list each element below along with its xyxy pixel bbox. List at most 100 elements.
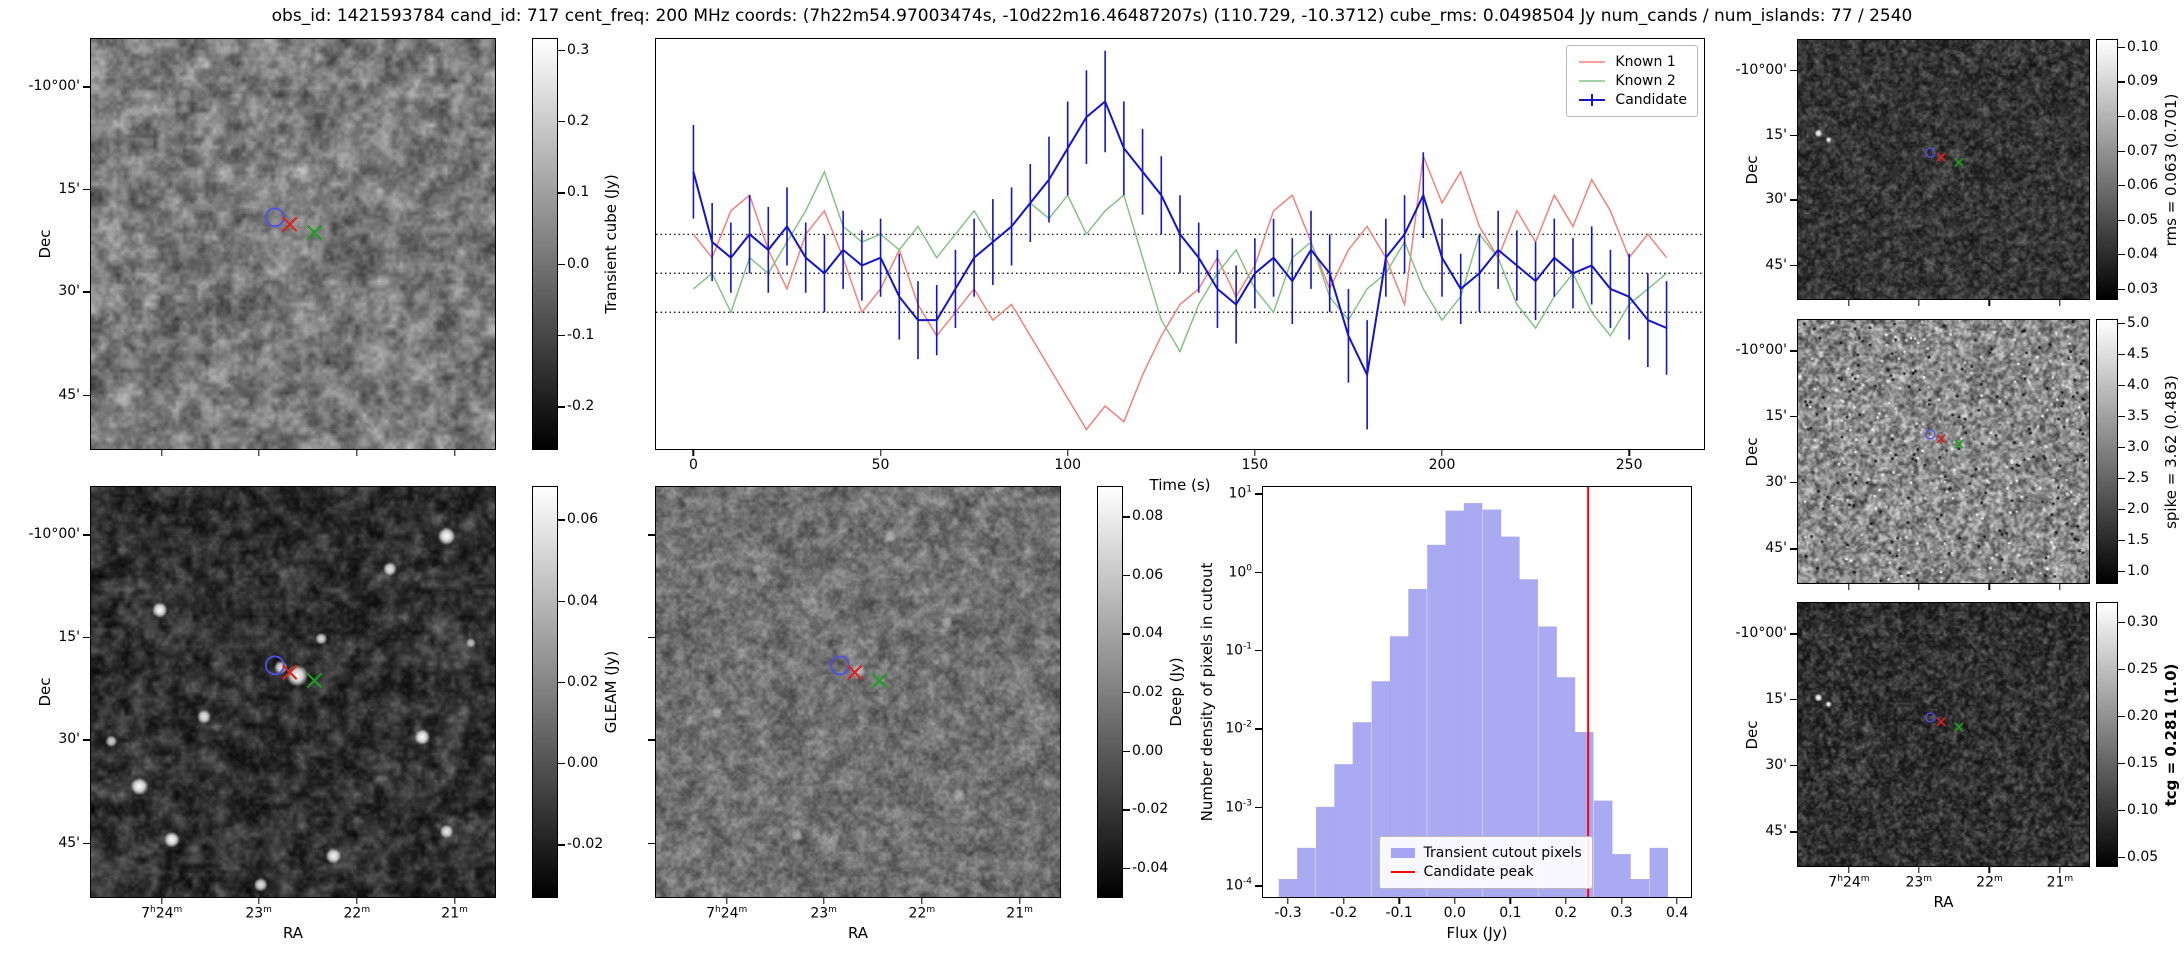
tick-mark [1790,264,1797,267]
ra-tick-label: 100 [1054,457,1082,473]
ra-tick-label: 0.3 [1610,905,1633,921]
tick-mark [648,739,655,741]
colorbar-tick-label: 0.0 [567,255,590,272]
rms-colorbar: 0.10 0.09 0.08 0.07 0.06 0.05 0.04 0.03 [2096,39,2158,300]
colorbar-tick-mark [2118,46,2125,49]
legend-item: Known 1 [1577,54,1687,70]
tick-mark [83,188,90,191]
colorbar-tick-mark [2118,856,2125,858]
colorbar-tick-label: -0.2 [567,398,595,415]
ra-axis-label: RA [282,924,304,942]
ra-tick-label: -0.1 [1385,905,1413,921]
tick-mark [356,897,358,904]
colorbar-tick-label: 0.08 [1132,508,1164,525]
ra-tick-label: 23m [1905,874,1933,891]
flux-histogram-panel: -0.3 -0.2 -0.1 0.0 0.1 0.2 0.3 0.4 101 100 10-1 10-… [1225,485,1692,920]
deep-colorbar: 0.08 0.06 0.04 0.02 0.00 -0.02 -0.04 [1097,486,1168,898]
colorbar-title: Transient cube (Jy) [602,174,620,314]
tick-mark [83,534,90,536]
colorbar-tick-mark [2118,288,2125,291]
dec-tick-label: 30' [1765,756,1787,773]
colorbar-tick-label: 0.10 [2127,801,2159,818]
colorbar-tick-mark [1123,750,1130,752]
tick-mark [648,636,655,639]
dec-tick-label: 30' [58,731,80,748]
tick-mark [1018,897,1021,904]
spike-colorbar: 5.0 4.5 4.0 3.5 3.0 2.5 2.0 1.5 1.0 [2096,316,2149,584]
colorbar-tick-label: -0.04 [1132,859,1169,876]
colorbar-tick-mark [1123,692,1130,694]
tick-mark [648,842,655,845]
colorbar-tick-mark [558,121,565,123]
dec-tick-label: 30' [58,283,80,300]
tick-mark [83,739,90,741]
tcg-cutout: -10°00' 15' 30' 45' 7h24m 23m 22m 21m [1735,602,2090,889]
colorbar-tick-label: 0.25 [2127,660,2159,677]
tick-mark [648,534,655,536]
colorbar-tick-mark [2118,323,2125,325]
sky-noise-image [1798,603,2089,866]
deep-cutout: 7h24m 23m 22m 21m [648,486,1061,920]
colorbar-tick-label: -0.1 [567,326,595,343]
dec-tick-label: 45' [1765,823,1787,840]
dec-tick-label: 30' [1765,473,1787,490]
tick-mark [2059,583,2061,590]
colorbar-tick-label: 0.06 [2127,177,2159,194]
colorbar-tick-label: 0.08 [2127,107,2159,124]
colorbar-tick-label: 0.15 [2127,754,2159,771]
dec-tick-label: 45' [1765,256,1787,273]
tick-mark [1676,897,1678,904]
tick-mark [1255,885,1262,887]
ra-tick-label: 22m [1976,874,2003,891]
tick-mark [1254,449,1256,456]
colorbar-tick-label: -0.02 [1132,801,1169,818]
tick-mark [1790,633,1797,635]
ra-tick-label: 21m [2046,874,2074,891]
colorbar-tick-mark [2118,150,2125,152]
histogram-ylabel: Number density of pixels in cutout [1198,562,1216,822]
colorbar-tick-mark [2118,415,2125,418]
ytick-label: 10-4 [1225,876,1252,894]
colorbar-tick-label: 0.06 [567,511,599,528]
legend-label: Known 1 [1615,54,1676,70]
colorbar-tick-mark [1123,867,1130,870]
colorbar-tick-mark [2118,539,2125,542]
tick-mark [1565,897,1567,904]
colorbar-tick-label: 0.05 [2127,211,2159,228]
tick-mark [921,897,923,904]
dec-tick-label: 15' [1765,407,1787,424]
tick-mark [83,636,90,639]
colorbar-tick-mark [558,519,565,521]
dec-tick-label: -10°00' [28,526,80,543]
legend-patch-sample [1390,848,1415,858]
ra-tick-label: 0.1 [1499,905,1522,921]
colorbar-tick-mark [558,334,565,337]
colorbar-tick-label: 0.02 [567,673,599,690]
rms-cutout: -10°00' 15' 30' 45' [1735,39,2090,306]
colorbar-tick-mark [558,406,565,408]
dec-axis-label: Dec [36,229,54,259]
ra-tick-label: -0.3 [1274,905,1302,921]
tick-mark [83,291,90,293]
tick-mark [1255,806,1262,809]
tick-mark [692,449,695,456]
tick-mark [822,897,825,904]
dec-tick-label: -10°00' [28,78,80,95]
colorbar-tick-mark [2118,446,2125,449]
histogram-legend: Transient cutout pixels Candidate peak [1378,836,1593,889]
tick-mark [1255,728,1262,730]
ra-tick-label: 23m [245,905,272,922]
tick-mark [1790,199,1797,201]
tick-mark [1790,69,1797,72]
colorbar-tick-mark [2118,477,2125,480]
tick-mark [1454,897,1456,904]
tick-mark [1848,583,1850,590]
colorbar-tick-label: 5.0 [2127,315,2150,332]
ra-tick-label: 23m [810,905,837,922]
ra-tick-label: 150 [1241,457,1269,473]
lightcurve-legend: Known 1 Known 2 Candidate [1566,45,1698,117]
tick-mark [1398,897,1400,904]
colorbar-title: spike = 3.62 (0.483) [2162,374,2180,529]
colorbar-tick-mark [2118,668,2125,671]
